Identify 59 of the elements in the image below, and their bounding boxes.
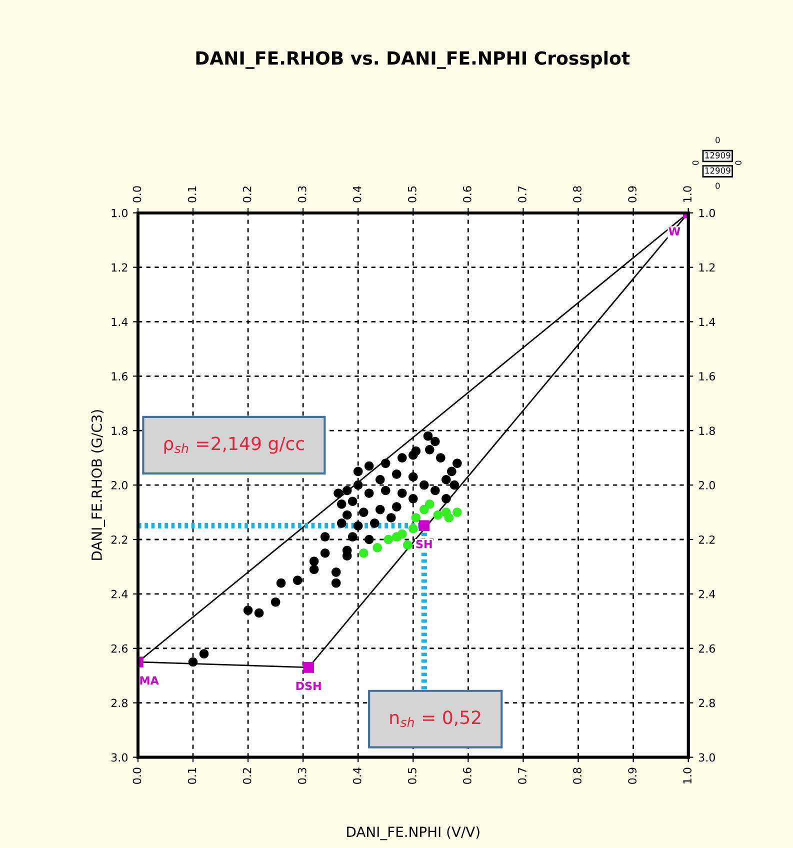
annotation: W [668, 227, 680, 236]
text: 12909 [705, 167, 730, 174]
text: 0 [716, 136, 720, 144]
y-tick-label: 1.8 [112, 426, 128, 435]
x-tick-label: 0.4 [352, 768, 362, 784]
y2-tick-label: 1.4 [699, 318, 716, 326]
x2-tick-label: 0.6 [463, 186, 472, 202]
y2-tick-label: 1.2 [699, 263, 715, 272]
x-tick-label: 1.0 [683, 768, 692, 784]
text: 0 [692, 160, 699, 165]
x-tick-label: 0.9 [628, 768, 637, 784]
x-tick-label: 0.1 [188, 768, 196, 784]
x2-tick-label: 0.1 [188, 186, 196, 202]
x2-tick-label: 0.9 [628, 186, 637, 202]
x2-tick-label: 0.8 [573, 186, 582, 202]
text: 0 [716, 182, 720, 189]
x-tick-label: 0.2 [242, 768, 252, 784]
x-tick-label: 0.8 [573, 768, 582, 784]
y2-tick-label: 2.6 [698, 644, 716, 653]
y2-tick-label: 2.2 [698, 535, 715, 544]
annotation: n$_{sh}$ = 0,52 [390, 710, 480, 728]
x2-tick-label: 0.2 [242, 186, 252, 202]
text: 0 [735, 160, 742, 165]
annotation: DSH [296, 682, 321, 690]
x2-tick-label: 0.3 [298, 186, 306, 202]
y-axis-title: DANI_FE.RHOB (G/C3) [91, 410, 106, 560]
y2-tick-label: 1.6 [699, 372, 716, 381]
x-tick-label: 0.5 [408, 768, 416, 784]
y-tick-label: 1.6 [112, 372, 128, 381]
y2-tick-label: 1.8 [699, 426, 715, 435]
y2-tick-label: 3.0 [698, 753, 715, 762]
annotation: SH [416, 540, 432, 548]
x-tick-label: 0.0 [132, 768, 142, 784]
y-tick-label: 2.6 [111, 644, 128, 653]
y-tick-label: 3.0 [111, 753, 128, 762]
y2-tick-label: 1.0 [699, 208, 715, 218]
y-tick-label: 1.0 [112, 208, 128, 218]
x2-tick-label: 0.5 [408, 186, 416, 202]
x2-tick-label: 1.0 [683, 186, 692, 202]
y2-tick-label: 2.8 [698, 698, 715, 708]
x2-tick-label: 0.0 [132, 186, 142, 202]
y2-tick-label: 2.0 [698, 481, 715, 490]
annotation: MA [140, 676, 159, 684]
y-tick-label: 2.2 [111, 535, 128, 544]
x-tick-label: 0.6 [463, 768, 472, 784]
x-tick-label: 0.7 [518, 768, 526, 784]
text: 12909 [705, 152, 730, 158]
x-tick-label: 0.3 [298, 768, 306, 784]
x2-tick-label: 0.4 [352, 186, 362, 202]
y2-tick-label: 2.4 [698, 590, 716, 598]
y-tick-label: 2.0 [111, 481, 128, 490]
annotation: ρ$_{sh}$ =2,149 g/cc [164, 436, 304, 454]
x2-tick-label: 0.7 [518, 186, 526, 202]
y-tick-label: 2.8 [111, 698, 128, 708]
y-tick-label: 2.4 [111, 590, 128, 598]
y-tick-label: 1.2 [112, 263, 128, 272]
y-tick-label: 1.4 [112, 318, 128, 326]
x-axis-title: DANI_FE.NPHI (V/V) [347, 826, 480, 840]
chart-title: DANI_FE.RHOB vs. DANI_FE.NPHI Crossplot [196, 50, 630, 69]
